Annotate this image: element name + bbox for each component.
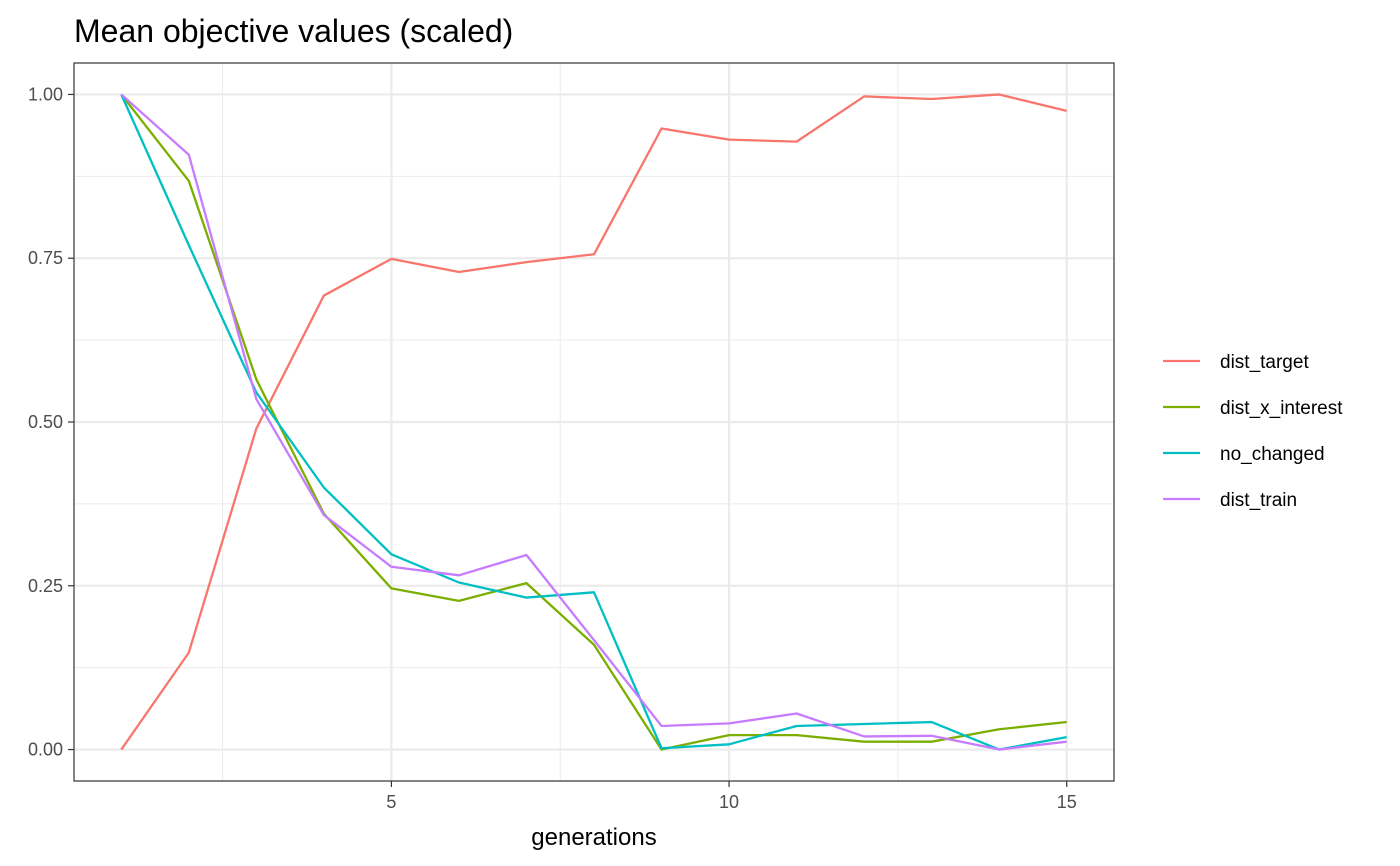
y-tick-label: 1.00 xyxy=(28,84,63,104)
series-line-no-changed xyxy=(120,93,1067,751)
legend-label-no-changed: no_changed xyxy=(1220,444,1325,465)
legend-label-dist-target: dist_target xyxy=(1220,352,1309,373)
legend: dist_target dist_x_interest no_changeddist… xyxy=(1163,352,1343,511)
x-tick-label: 15 xyxy=(1057,792,1077,812)
y-tick-label: 0.75 xyxy=(28,248,63,268)
axis-layer: 0.00 0.25 0.50 0.75 1.00 5 10 15 xyxy=(28,84,1077,812)
series-line-dist-target xyxy=(120,93,1068,751)
x-axis-title: generations xyxy=(531,824,656,851)
y-tick-label: 0.00 xyxy=(28,740,63,760)
y-tick-label: 0.25 xyxy=(28,576,63,596)
x-tick-label: 5 xyxy=(386,792,396,812)
y-tick-label: 0.50 xyxy=(28,412,63,432)
x-tick-label: 10 xyxy=(719,792,739,812)
chart-title: Mean objective values (scaled) xyxy=(74,13,513,49)
legend-label-dist-x-interest: dist_x_interest xyxy=(1220,398,1343,419)
series-layer xyxy=(120,93,1068,751)
legend-label-dist-train: dist_train xyxy=(1220,490,1297,511)
series-line-dist-train xyxy=(120,93,1067,751)
grid-layer xyxy=(74,63,1114,781)
